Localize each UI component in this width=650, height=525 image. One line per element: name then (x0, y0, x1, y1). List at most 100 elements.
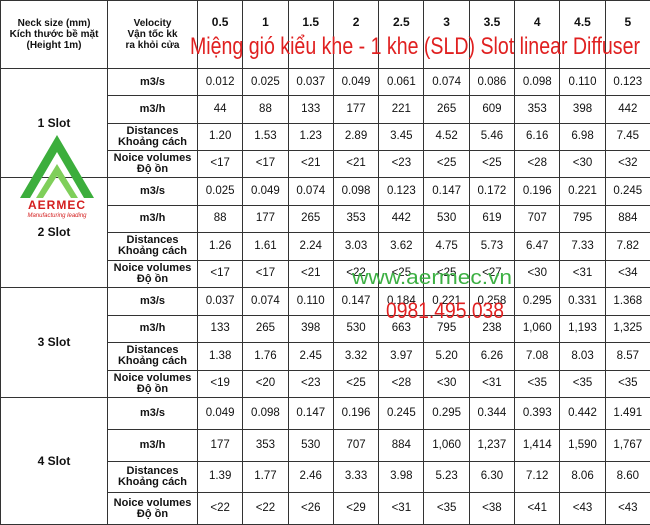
cell-value: 6.26 (469, 343, 514, 371)
cell-value: <28 (379, 370, 424, 398)
cell-value: 398 (560, 96, 605, 123)
cell-value: 1.20 (198, 123, 243, 150)
text-line: m3/s (108, 408, 197, 419)
cell-value: 530 (333, 315, 378, 343)
cell-value: 0.110 (288, 288, 333, 316)
speed-header: 1 (243, 1, 288, 69)
text-line: Độ ồn (108, 509, 197, 520)
cell-value: 1,060 (515, 315, 560, 343)
cell-value: 795 (424, 315, 469, 343)
cell-value: 4.75 (424, 233, 469, 261)
text-line: m3/h (108, 104, 197, 115)
row-label: m3/h (108, 96, 198, 123)
text-line: Velocity (108, 18, 197, 29)
speed-header: 1.5 (288, 1, 333, 69)
speed-header: 3 (424, 1, 469, 69)
cell-value: <43 (605, 493, 650, 525)
row-label: m3/h (108, 429, 198, 461)
cell-value: 0.012 (198, 69, 243, 96)
cell-value: <29 (333, 493, 378, 525)
cell-value: <31 (469, 370, 514, 398)
speed-header: 4 (515, 1, 560, 69)
cell-value: 0.049 (333, 69, 378, 96)
cell-value: 6.30 (469, 461, 514, 493)
row-label: m3/h (108, 205, 198, 233)
text-line: m3/s (108, 186, 197, 197)
cell-value: 8.57 (605, 343, 650, 371)
cell-value: 1.76 (243, 343, 288, 371)
text-line: Vận tốc kk (108, 29, 197, 40)
cell-value: 398 (288, 315, 333, 343)
text-line: Độ ồn (108, 274, 197, 285)
cell-value: 442 (605, 96, 650, 123)
cell-value: 1,060 (424, 429, 469, 461)
cell-value: 0.037 (288, 69, 333, 96)
neck-header: Neck size (mm)Kích thước bề mặt(Height 1… (1, 1, 108, 69)
cell-value: 0.049 (243, 178, 288, 206)
cell-value: <20 (243, 370, 288, 398)
cell-value: 619 (469, 205, 514, 233)
cell-value: 5.73 (469, 233, 514, 261)
cell-value: 1,767 (605, 429, 650, 461)
speed-header: 2 (333, 1, 378, 69)
group-label: 2 Slot (1, 178, 108, 288)
cell-value: <35 (560, 370, 605, 398)
cell-value: 265 (243, 315, 288, 343)
text-line: Neck size (mm) (1, 18, 107, 29)
cell-value: 0.123 (379, 178, 424, 206)
cell-value: <22 (333, 260, 378, 288)
cell-value: 7.33 (560, 233, 605, 261)
cell-value: 795 (560, 205, 605, 233)
cell-value: 530 (424, 205, 469, 233)
cell-value: 0.147 (333, 288, 378, 316)
cell-value: <30 (515, 260, 560, 288)
text-line: Kích thước bề mặt (1, 29, 107, 40)
cell-value: 0.098 (243, 398, 288, 430)
cell-value: 884 (605, 205, 650, 233)
cell-value: 1,193 (560, 315, 605, 343)
speed-header: 2.5 (379, 1, 424, 69)
cell-value: 0.061 (379, 69, 424, 96)
cell-value: 2.89 (333, 123, 378, 150)
cell-value: <35 (605, 370, 650, 398)
cell-value: 0.074 (288, 178, 333, 206)
cell-value: 177 (198, 429, 243, 461)
row-label: m3/h (108, 315, 198, 343)
cell-value: <22 (243, 493, 288, 525)
cell-value: <27 (469, 260, 514, 288)
cell-value: <19 (198, 370, 243, 398)
cell-value: 0.098 (333, 178, 378, 206)
cell-value: 1.491 (605, 398, 650, 430)
cell-value: 7.12 (515, 461, 560, 493)
cell-value: 2.45 (288, 343, 333, 371)
cell-value: 884 (379, 429, 424, 461)
cell-value: <30 (424, 370, 469, 398)
cell-value: 5.20 (424, 343, 469, 371)
cell-value: 1,237 (469, 429, 514, 461)
cell-value: 238 (469, 315, 514, 343)
cell-value: <23 (288, 370, 333, 398)
text-line: m3/s (108, 77, 197, 88)
cell-value: <30 (560, 150, 605, 177)
cell-value: 88 (198, 205, 243, 233)
cell-value: <25 (333, 370, 378, 398)
cell-value: 8.03 (560, 343, 605, 371)
cell-value: <17 (243, 260, 288, 288)
speed-header: 4.5 (560, 1, 605, 69)
header-row: Neck size (mm)Kích thước bề mặt(Height 1… (1, 1, 650, 69)
cell-value: <35 (424, 493, 469, 525)
cell-value: 0.258 (469, 288, 514, 316)
cell-value: 8.06 (560, 461, 605, 493)
text-line: m3/h (108, 213, 197, 224)
cell-value: <21 (288, 260, 333, 288)
cell-value: 3.62 (379, 233, 424, 261)
cell-value: 0.110 (560, 69, 605, 96)
cell-value: 3.98 (379, 461, 424, 493)
